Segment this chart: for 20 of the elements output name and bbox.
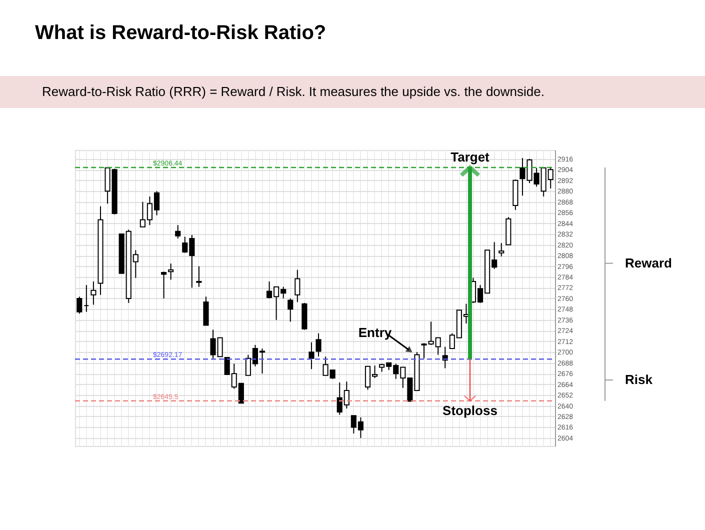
candlestick xyxy=(84,284,90,312)
candlestick xyxy=(161,271,167,299)
candlestick xyxy=(196,266,202,288)
text: Reward xyxy=(625,255,672,270)
annotation: Entry xyxy=(358,325,392,340)
candlestick xyxy=(288,298,294,322)
candlestick xyxy=(203,296,209,326)
candlestick xyxy=(316,332,322,358)
candlestick xyxy=(76,296,82,314)
annotation: Target xyxy=(450,149,490,164)
annotation: Stoploss xyxy=(442,402,498,418)
candlestick xyxy=(308,342,314,370)
candlestick xyxy=(294,269,300,303)
candlestick xyxy=(175,224,181,240)
candlestick xyxy=(168,263,174,280)
chart-title: What is Reward-to-Risk Ratio? xyxy=(35,22,326,44)
candlestick xyxy=(498,242,504,257)
candlestick xyxy=(90,280,96,306)
chart-subtitle: Reward-to-Risk Ratio (RRR) = Reward / Risk. It measures the upside vs. the downside. xyxy=(42,84,544,99)
text: Risk xyxy=(625,372,654,387)
